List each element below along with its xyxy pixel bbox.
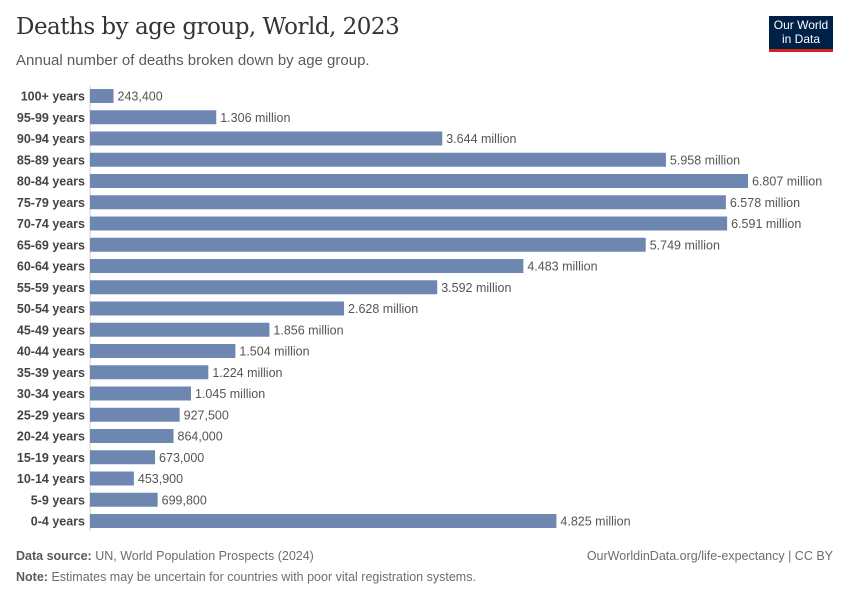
category-label: 5-9 years bbox=[31, 493, 85, 507]
data-label: 1.504 million bbox=[239, 345, 309, 359]
data-label: 453,900 bbox=[138, 472, 183, 486]
bar[interactable] bbox=[90, 450, 156, 465]
data-label: 1.224 million bbox=[212, 366, 282, 380]
bar[interactable] bbox=[90, 322, 270, 337]
data-source: Data source: UN, World Population Prospe… bbox=[16, 549, 314, 563]
bar[interactable] bbox=[90, 131, 443, 146]
bar[interactable] bbox=[90, 301, 345, 316]
bar[interactable] bbox=[90, 514, 557, 528]
owid-logo[interactable]: Our World in Data bbox=[769, 16, 833, 52]
category-label: 40-44 years bbox=[17, 345, 85, 359]
category-label: 10-14 years bbox=[17, 472, 85, 486]
category-label: 30-34 years bbox=[17, 387, 85, 401]
category-label: 75-79 years bbox=[17, 196, 85, 210]
bar[interactable] bbox=[90, 110, 217, 125]
category-label: 85-89 years bbox=[17, 153, 85, 167]
category-label: 50-54 years bbox=[17, 302, 85, 316]
data-label: 1.306 million bbox=[220, 111, 290, 125]
bar[interactable] bbox=[90, 174, 748, 188]
bar[interactable] bbox=[90, 492, 158, 507]
data-label: 3.644 million bbox=[446, 132, 516, 146]
data-label: 1.856 million bbox=[273, 323, 343, 337]
category-label: 25-29 years bbox=[17, 408, 85, 422]
category-label: 60-64 years bbox=[17, 260, 85, 274]
category-label: 35-39 years bbox=[17, 366, 85, 380]
category-label: 80-84 years bbox=[17, 175, 85, 189]
category-label: 90-94 years bbox=[17, 132, 85, 146]
bar[interactable] bbox=[90, 216, 728, 231]
note-label: Note: bbox=[16, 570, 48, 584]
bar[interactable] bbox=[90, 386, 192, 401]
category-label: 15-19 years bbox=[17, 451, 85, 465]
data-label: 5.749 million bbox=[650, 238, 720, 252]
chart-subtitle: Annual number of deaths broken down by a… bbox=[16, 52, 370, 69]
category-label: 20-24 years bbox=[17, 430, 85, 444]
bar[interactable] bbox=[90, 280, 438, 295]
category-label: 95-99 years bbox=[17, 111, 85, 125]
bar[interactable] bbox=[90, 471, 134, 486]
chart-title: Deaths by age group, World, 2023 bbox=[16, 14, 400, 40]
data-label: 5.958 million bbox=[670, 153, 740, 167]
bar[interactable] bbox=[90, 259, 524, 273]
data-label: 6.807 million bbox=[752, 175, 822, 189]
data-label: 1.045 million bbox=[195, 387, 265, 401]
source-url[interactable]: OurWorldinData.org/life-expectancy | CC … bbox=[586, 549, 833, 563]
category-label: 70-74 years bbox=[17, 217, 85, 231]
data-label: 2.628 million bbox=[348, 302, 418, 316]
bar[interactable] bbox=[90, 152, 666, 167]
data-label: 927,500 bbox=[184, 408, 229, 422]
bar[interactable] bbox=[90, 237, 646, 252]
category-label: 45-49 years bbox=[17, 323, 85, 337]
data-label: 699,800 bbox=[162, 493, 207, 507]
data-label: 4.825 million bbox=[560, 515, 630, 529]
bar[interactable] bbox=[90, 407, 180, 422]
source-label: Data source: bbox=[16, 549, 92, 563]
source-text[interactable]: UN, World Population Prospects (2024) bbox=[95, 549, 314, 563]
data-label: 673,000 bbox=[159, 451, 204, 465]
category-label: 100+ years bbox=[21, 90, 85, 104]
data-label: 6.591 million bbox=[731, 217, 801, 231]
category-label: 55-59 years bbox=[17, 281, 85, 295]
bar[interactable] bbox=[90, 195, 726, 210]
category-label: 0-4 years bbox=[31, 515, 85, 529]
category-label: 65-69 years bbox=[17, 238, 85, 252]
bar[interactable] bbox=[90, 429, 174, 443]
note-text: Estimates may be uncertain for countries… bbox=[51, 570, 476, 584]
data-label: 3.592 million bbox=[441, 281, 511, 295]
data-label: 243,400 bbox=[118, 90, 163, 104]
data-label: 4.483 million bbox=[527, 260, 597, 274]
bar[interactable] bbox=[90, 365, 209, 380]
data-label: 6.578 million bbox=[730, 196, 800, 210]
note: Note: Estimates may be uncertain for cou… bbox=[16, 570, 476, 584]
bar[interactable] bbox=[90, 344, 236, 358]
data-label: 864,000 bbox=[178, 430, 223, 444]
bar[interactable] bbox=[90, 89, 114, 103]
